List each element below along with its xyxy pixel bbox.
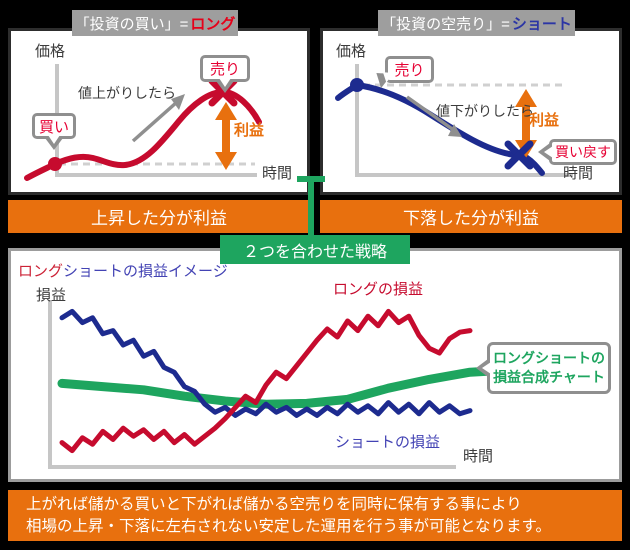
short-x-axis-label: 時間 [563,165,594,182]
pl-panel: ロングショートの損益イメージ 損益 ロングの損益 ショートの損益 時間 ロングシ… [8,248,622,482]
sell-point-dot [350,78,364,92]
pl-y-axis-label: 損益 [36,287,67,304]
short-diagram-svg [335,64,573,177]
short-profit-label: 利益 [529,112,560,129]
short-chart-area: 価格 値下がりしたら 利益 時間 売り 買い戻す [323,31,619,192]
combined-bubble-line2: 損益合成チャート [493,369,605,385]
connector-line [308,177,314,240]
short-y-axis-label: 価格 [336,43,367,60]
profit-double-arrow [215,102,237,170]
sell-bubble-text: 売り [209,61,240,78]
strategy-band-text: ２つを合わせた戦略 [242,243,387,261]
pl-series-line [59,308,473,418]
combined-chart-bubble: ロングショートの 損益合成チャート [476,342,611,394]
buyback-bubble-text: 買い戻す [555,144,611,160]
short-panel: 価格 値下がりしたら 利益 時間 売り 買い戻す [320,28,622,195]
short-title-tab: 「投資の空売り」= ショート [378,10,575,36]
pl-series-group [57,308,504,454]
footer-note: 上がれば儲かる買いと下がれば儲かる空売りを同時に保有する事により 相場の上昇・下… [8,490,622,541]
buy-point-dot [48,157,62,171]
short-title-accent: ショート [511,15,572,33]
long-title-accent: ロング [190,15,236,33]
pl-title-accent: ロング [18,263,64,280]
buy-bubble-text: 買い [38,118,69,136]
long-banner: 上昇した分が利益 [8,200,310,233]
short-sell-bubble-text: 売り [394,62,425,79]
long-x-axis-label: 時間 [262,165,293,182]
long-series-label: ロングの損益 [333,281,424,298]
long-banner-text: 上昇した分が利益 [91,209,227,228]
rise-arrow-head [171,94,185,110]
long-note-label: 値上がりしたら [78,85,176,101]
fall-arrow-shaft [405,95,457,133]
long-y-axis-label: 価格 [35,43,66,60]
short-sell-bubble: 売り [385,56,434,83]
long-panel: 価格 値上がりしたら 利益 時間 売り 買い [8,28,310,195]
long-chart-area: 価格 値上がりしたら 利益 時間 売り 買い [11,31,307,192]
footer-line1: 上がれば儲かる買いと下がれば儲かる空売りを同時に保有する事により [26,496,522,513]
short-banner: 下落した分が利益 [320,200,622,233]
pl-chart-svg [48,300,504,469]
buyback-bubble: 買い戻す [538,139,617,165]
pl-chart-title: ロングショートの損益イメージ [18,260,228,281]
long-title-tab: 「投資の買い」= ロング [72,10,238,36]
pl-chart-area: ロングショートの損益イメージ 損益 ロングの損益 ショートの損益 時間 ロングシ… [11,251,619,479]
buy-bubble: 買い [32,113,76,150]
short-note-label: 値下がりしたら [436,103,534,119]
strategy-band: ２つを合わせた戦略 [220,235,410,264]
footer-line2: 相場の上昇・下落に左右されない安定した運用を行う事が可能となります。 [26,518,551,535]
combined-bubble-line1: ロングショートの [493,350,605,367]
sell-bubble: 売り [200,55,250,93]
rise-arrow-shaft [131,100,179,143]
short-series-label: ショートの損益 [335,434,441,451]
pl-series-line [59,308,473,454]
long-profit-label: 利益 [234,122,265,139]
pl-x-axis-label: 時間 [463,448,494,465]
short-title-text: 「投資の空売り」= [381,15,510,33]
short-banner-text: 下落した分が利益 [403,209,539,228]
pl-series-line [57,366,504,409]
fall-arrow-head [448,124,462,137]
buyback-x-mark [504,140,534,170]
pl-title-rest: ショートの損益イメージ [63,263,228,280]
long-title-text: 「投資の買い」= [74,15,189,33]
